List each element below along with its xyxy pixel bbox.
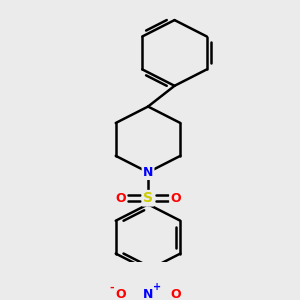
Text: S: S	[143, 191, 153, 205]
Text: -: -	[110, 282, 114, 292]
Text: N: N	[143, 288, 153, 300]
Text: O: O	[170, 192, 181, 205]
Text: +: +	[153, 282, 161, 292]
Text: N: N	[143, 166, 153, 179]
Text: O: O	[115, 288, 126, 300]
Text: O: O	[170, 288, 181, 300]
Text: O: O	[115, 192, 126, 205]
